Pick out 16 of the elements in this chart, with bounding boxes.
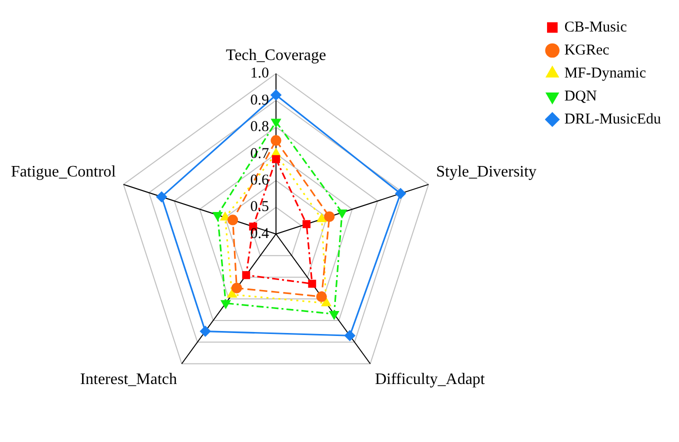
spoke-label: Tech_Coverage bbox=[226, 47, 326, 64]
legend-label: CB-Music bbox=[564, 19, 628, 36]
y-tick-label: 0.5 bbox=[250, 199, 269, 216]
spoke-label: Style_Diversity bbox=[436, 164, 537, 181]
legend-label: DRL-MusicEdu bbox=[564, 111, 662, 128]
legend-label: KGRec bbox=[564, 42, 610, 58]
y-tick-label: 1.0 bbox=[250, 66, 269, 82]
y-tick-label: 0.6 bbox=[250, 172, 270, 188]
legend-label: MF-Dynamic bbox=[564, 65, 646, 82]
y-tick-label: 0.4 bbox=[250, 226, 270, 242]
y-tick-label: 0.9 bbox=[250, 92, 269, 108]
spoke-label: Interest_Match bbox=[80, 371, 178, 388]
legend-label: DQN bbox=[564, 88, 598, 104]
y-tick-label: 0.8 bbox=[250, 119, 269, 136]
spoke-label: Fatigue_Control bbox=[10, 164, 116, 181]
spoke-label: Difficulty_Adapt bbox=[374, 371, 486, 388]
